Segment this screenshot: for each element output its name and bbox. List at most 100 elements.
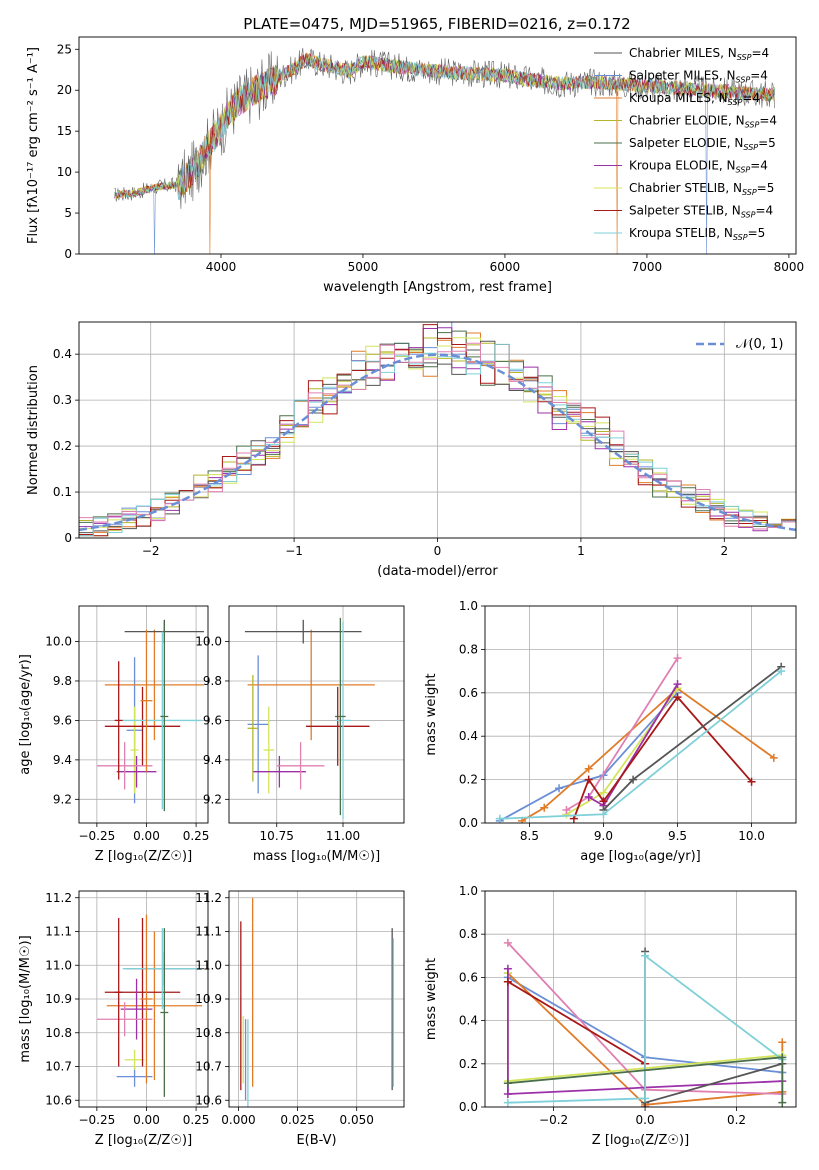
data-point-marker	[503, 938, 512, 947]
data-point-marker	[641, 951, 650, 960]
y-tick-label: 5	[64, 206, 72, 220]
x-axis-label: Z [log₁₀(Z/Z☉)]	[95, 849, 192, 864]
data-point-marker	[495, 814, 504, 823]
y-tick-label: 11.1	[195, 925, 222, 939]
x-tick-label: 0	[434, 544, 442, 558]
x-tick-label: 0.2	[727, 1113, 746, 1127]
x-tick-label: 1	[577, 544, 585, 558]
legend-val: =4	[751, 46, 769, 60]
x-axis-label: age [log₁₀(age/yr)]	[580, 849, 701, 864]
y-tick-label: 25	[57, 42, 72, 56]
legend-entry: Kroupa MILES, NSSP=4	[629, 91, 760, 107]
data-point-marker	[599, 797, 608, 806]
legend-val: =5	[748, 226, 766, 240]
y-axis-label: Flux [fλ10⁻¹⁷ erg cm⁻² s⁻¹ A⁻¹]	[26, 47, 41, 244]
x-tick-label: −2	[142, 544, 160, 558]
data-point-marker	[555, 784, 564, 793]
legend-sub: SSP	[728, 98, 743, 107]
y-tick-label: 0	[64, 247, 72, 261]
weight-series-line	[507, 953, 783, 1104]
data-point-marker	[584, 764, 593, 773]
y-tick-label: 0.6	[459, 970, 478, 984]
y-tick-label: 11.0	[45, 958, 72, 972]
legend-entry: Chabrier STELIB, NSSP=5	[629, 181, 774, 197]
y-tick-label: 0.3	[53, 393, 72, 407]
y-tick-label: 0.2	[459, 773, 478, 787]
plot-frame	[484, 605, 797, 824]
x-tick-label: 10.75	[260, 829, 294, 843]
y-tick-label: 10.6	[195, 1093, 222, 1107]
data-point-marker	[584, 792, 593, 801]
residual-histogram	[79, 342, 796, 530]
legend-sub: SSP	[743, 143, 758, 152]
y-tick-label: 0.4	[459, 1014, 478, 1028]
plot-area	[96, 619, 205, 812]
legend-val: =4	[750, 69, 768, 83]
x-axis-label: (data-model)/error	[377, 564, 498, 579]
legend-entry: Chabrier MILES, NSSP=4	[629, 46, 769, 62]
weight-series-line	[602, 666, 782, 811]
y-tick-label: 9.2	[203, 792, 222, 806]
legend-entry: Kroupa ELODIE, NSSP=4	[629, 159, 768, 175]
plot-area	[503, 938, 787, 1107]
y-tick-label: 9.6	[53, 713, 72, 727]
legend-entry: Salpeter STELIB, NSSP=4	[629, 204, 773, 220]
data-point-marker	[777, 667, 786, 676]
x-tick-label: −0.25	[78, 1113, 115, 1127]
legend-entry: Kroupa STELIB, NSSP=5	[629, 226, 765, 242]
x-tick-label: 9.0	[594, 829, 613, 843]
legend-entry: 𝒩(0, 1)	[736, 337, 783, 352]
data-point-marker	[503, 1098, 512, 1107]
y-tick-label: 10	[57, 165, 72, 179]
y-tick-label: 9.2	[53, 792, 72, 806]
y-tick-label: 0.4	[459, 729, 478, 743]
data-point-marker	[673, 693, 682, 702]
x-axis-label: wavelength [Angstrom, rest frame]	[323, 280, 552, 295]
y-tick-label: 10.7	[45, 1060, 72, 1074]
legend-sub: SSP	[733, 233, 748, 242]
y-axis-label: mass weight	[424, 958, 439, 1040]
x-axis-label: E(B-V)	[296, 1133, 336, 1148]
plot-area	[244, 617, 375, 820]
y-tick-label: 20	[57, 83, 72, 97]
y-tick-label: 0.4	[53, 347, 72, 361]
y-tick-label: 9.8	[53, 674, 72, 688]
plot-area	[79, 322, 796, 537]
x-tick-label: −1	[285, 544, 303, 558]
legend-val: =4	[750, 159, 768, 173]
x-tick-label: 0.0	[636, 1113, 655, 1127]
chart-residuals: −2 −1 0 1 2 0 0.1 0.2 0.3 0.4 (data-model)/error No…	[26, 321, 797, 579]
legend-val: =5	[758, 136, 776, 150]
legend-entry: Chabrier ELODIE, NSSP=4	[629, 114, 777, 130]
data-point-marker	[584, 775, 593, 784]
y-tick-label: 0.0	[459, 816, 478, 830]
y-tick-label: 9.8	[203, 674, 222, 688]
x-tick-label: 0.050	[340, 1113, 374, 1127]
spectrum-series-line	[114, 52, 775, 200]
data-point-marker	[599, 788, 608, 797]
y-tick-label: 0.8	[459, 642, 478, 656]
chart-mass-vs-ebv: 0.000 0.025 0.050 10.6 10.7 10.8 10.9 11.0 11.1 1…	[195, 890, 405, 1148]
x-tick-label: 6000	[490, 260, 521, 274]
y-tick-label: 0.2	[459, 1057, 478, 1071]
x-tick-label: −0.2	[539, 1113, 568, 1127]
figure-title: PLATE=0475, MJD=51965, FIBERID=0216, z=0…	[243, 15, 630, 33]
y-tick-label: 1.0	[459, 884, 478, 898]
y-tick-label: 11.0	[195, 958, 222, 972]
plot-frame	[228, 890, 405, 1108]
x-tick-label: 10.0	[738, 829, 765, 843]
data-point-marker	[599, 810, 608, 819]
legend-sub: SSP	[745, 121, 760, 130]
legend: Chabrier MILES, NSSP=4 Salpeter MILES, NS…	[594, 46, 777, 242]
y-axis-label: age [log₁₀(age/yr)]	[18, 654, 33, 775]
data-point-marker	[778, 1053, 787, 1062]
plot-frame	[78, 890, 209, 1108]
y-tick-label: 10.9	[195, 992, 222, 1006]
plot-area	[114, 47, 775, 254]
data-point-marker	[673, 680, 682, 689]
data-point-marker	[629, 775, 638, 784]
y-tick-label: 0.1	[53, 485, 72, 499]
x-tick-label: 8000	[774, 260, 805, 274]
x-tick-label: 2	[720, 544, 728, 558]
